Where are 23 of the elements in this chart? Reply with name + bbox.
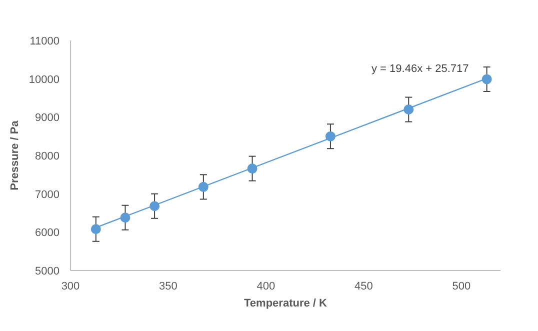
x-tick-label: 500 [452, 280, 471, 292]
point [120, 212, 130, 223]
y-tick-label: 11000 [30, 36, 60, 48]
y-tick-label: 8000 [35, 150, 60, 162]
point [198, 182, 208, 192]
point [90, 224, 101, 234]
y-tick-label: 9000 [35, 112, 60, 124]
y-axis-title: Pressure / Pa [8, 120, 21, 190]
x-tick-label: 450 [354, 280, 373, 292]
annotation: y = 19.46x + 25.717 [372, 63, 469, 75]
point [247, 164, 258, 174]
x-tick-label: 350 [159, 280, 178, 292]
x-tick-label: 400 [256, 280, 276, 292]
point [482, 74, 492, 84]
x-tick-label: 300 [61, 280, 80, 292]
point [150, 201, 160, 212]
x-axis-title: Temperature / K [244, 298, 328, 310]
point [325, 131, 336, 142]
y-tick-label: 10000 [28, 74, 60, 86]
y-tick-label: 6000 [35, 227, 60, 240]
y-tick-label: 7000 [35, 188, 60, 201]
point [404, 104, 414, 114]
y-tick-label: 5000 [35, 266, 60, 278]
